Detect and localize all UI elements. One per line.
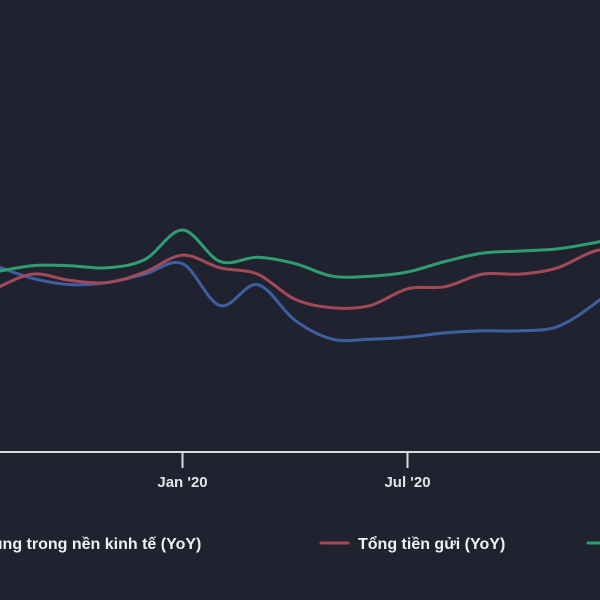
series-line-third bbox=[0, 228, 600, 279]
legend: dụng trong nền kinh tế (YoY) Tổng tiền g… bbox=[0, 535, 600, 553]
series-line-deposits bbox=[0, 248, 600, 310]
x-tick-label: Jan '20 bbox=[157, 474, 207, 491]
series-lines bbox=[0, 228, 600, 343]
legend-label-deposits: Tổng tiền gửi (YoY) bbox=[358, 535, 505, 553]
legend-label-credit: dụng trong nền kinh tế (YoY) bbox=[0, 536, 201, 553]
x-tick-label: Jul '20 bbox=[384, 474, 430, 491]
